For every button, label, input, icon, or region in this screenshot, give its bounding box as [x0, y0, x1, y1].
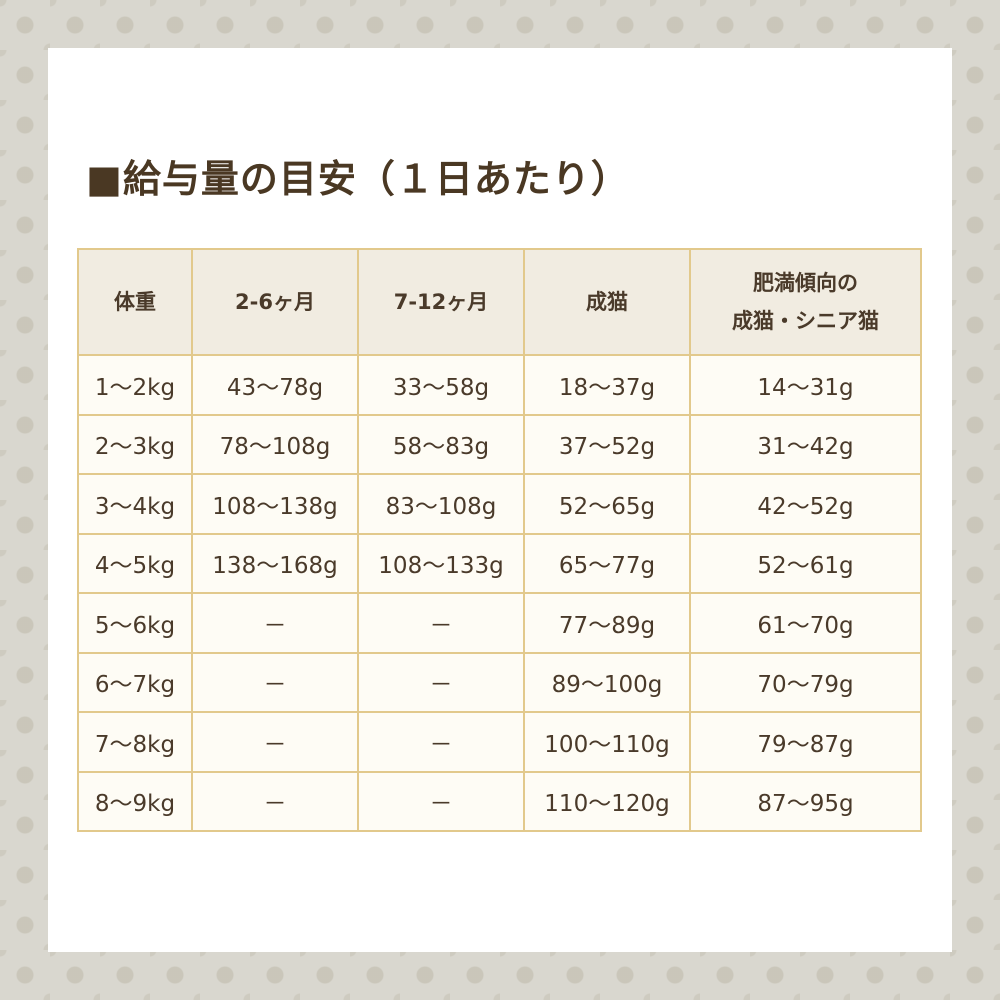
table-cell: － — [191, 592, 359, 654]
table-cell: 70～79g — [689, 651, 922, 713]
table-cell: 83～108g — [357, 473, 525, 535]
feeding-table: 体重 2-6ヶ月 7-12ヶ月 成猫 肥満傾向の 成猫・シニア猫 1～2kg 43～78g… — [77, 248, 922, 832]
table-cell: 4～5kg — [77, 532, 193, 594]
table-cell: 108～138g — [191, 473, 359, 535]
table-row: 8～9kg －－ 110～120g 87～95g — [77, 770, 922, 832]
column-header: 成猫 — [523, 248, 691, 356]
table-cell: 65～77g — [523, 532, 691, 594]
table-row: 2～3kg 78～108g 58～83g 37～52g 31～42g — [77, 413, 922, 475]
table-cell: 2～3kg — [77, 413, 193, 475]
table-cell: 37～52g — [523, 413, 691, 475]
table-cell: 6～7kg — [77, 651, 193, 713]
table-cell: 3～4kg — [77, 473, 193, 535]
table-cell: 61～70g — [689, 592, 922, 654]
table-cell: 78～108g — [191, 413, 359, 475]
table-cell: 77～89g — [523, 592, 691, 654]
table-cell: 87～95g — [689, 770, 922, 832]
table-cell: 138～168g — [191, 532, 359, 594]
column-header: 体重 — [77, 248, 193, 356]
table-cell: 31～42g — [689, 413, 922, 475]
table-cell: 52～61g — [689, 532, 922, 594]
table-cell: 79～87g — [689, 711, 922, 773]
table-cell: 52～65g — [523, 473, 691, 535]
table-row: 1～2kg 43～78g 33～58g 18～37g 14～31g — [77, 354, 922, 416]
column-header: 2-6ヶ月 — [191, 248, 359, 356]
table-cell: 33～58g — [357, 354, 525, 416]
table-cell: － — [357, 770, 525, 832]
table-cell: 14～31g — [689, 354, 922, 416]
table-cell: 18～37g — [523, 354, 691, 416]
header-row: 体重 2-6ヶ月 7-12ヶ月 成猫 肥満傾向の 成猫・シニア猫 — [77, 248, 922, 356]
table-cell: 58～83g — [357, 413, 525, 475]
table-row: 5～6kg －－ 77～89g 61～70g — [77, 592, 922, 654]
table-cell: － — [191, 770, 359, 832]
table-cell: － — [191, 711, 359, 773]
table-cell: － — [357, 711, 525, 773]
table-cell: 100～110g — [523, 711, 691, 773]
table-cell: 5～6kg — [77, 592, 193, 654]
table-row: 7～8kg －－ 100～110g 79～87g — [77, 711, 922, 773]
table-row: 4～5kg 138～168g 108～133g 65～77g 52～61g — [77, 532, 922, 594]
table-cell: 110～120g — [523, 770, 691, 832]
column-header: 7-12ヶ月 — [357, 248, 525, 356]
column-header: 肥満傾向の 成猫・シニア猫 — [689, 248, 922, 356]
table-cell: － — [191, 651, 359, 713]
page-title: ■給与量の目安（１日あたり） — [86, 157, 630, 201]
table-row: 3～4kg 108～138g 83～108g 52～65g 42～52g — [77, 473, 922, 535]
table-cell: － — [357, 592, 525, 654]
table-cell: 8～9kg — [77, 770, 193, 832]
table-cell: 89～100g — [523, 651, 691, 713]
table-cell: 7～8kg — [77, 711, 193, 773]
table-cell: 108～133g — [357, 532, 525, 594]
table-cell: － — [357, 651, 525, 713]
table-cell: 42～52g — [689, 473, 922, 535]
table-cell: 1～2kg — [77, 354, 193, 416]
table-row: 6～7kg －－ 89～100g 70～79g — [77, 651, 922, 713]
table-cell: 43～78g — [191, 354, 359, 416]
